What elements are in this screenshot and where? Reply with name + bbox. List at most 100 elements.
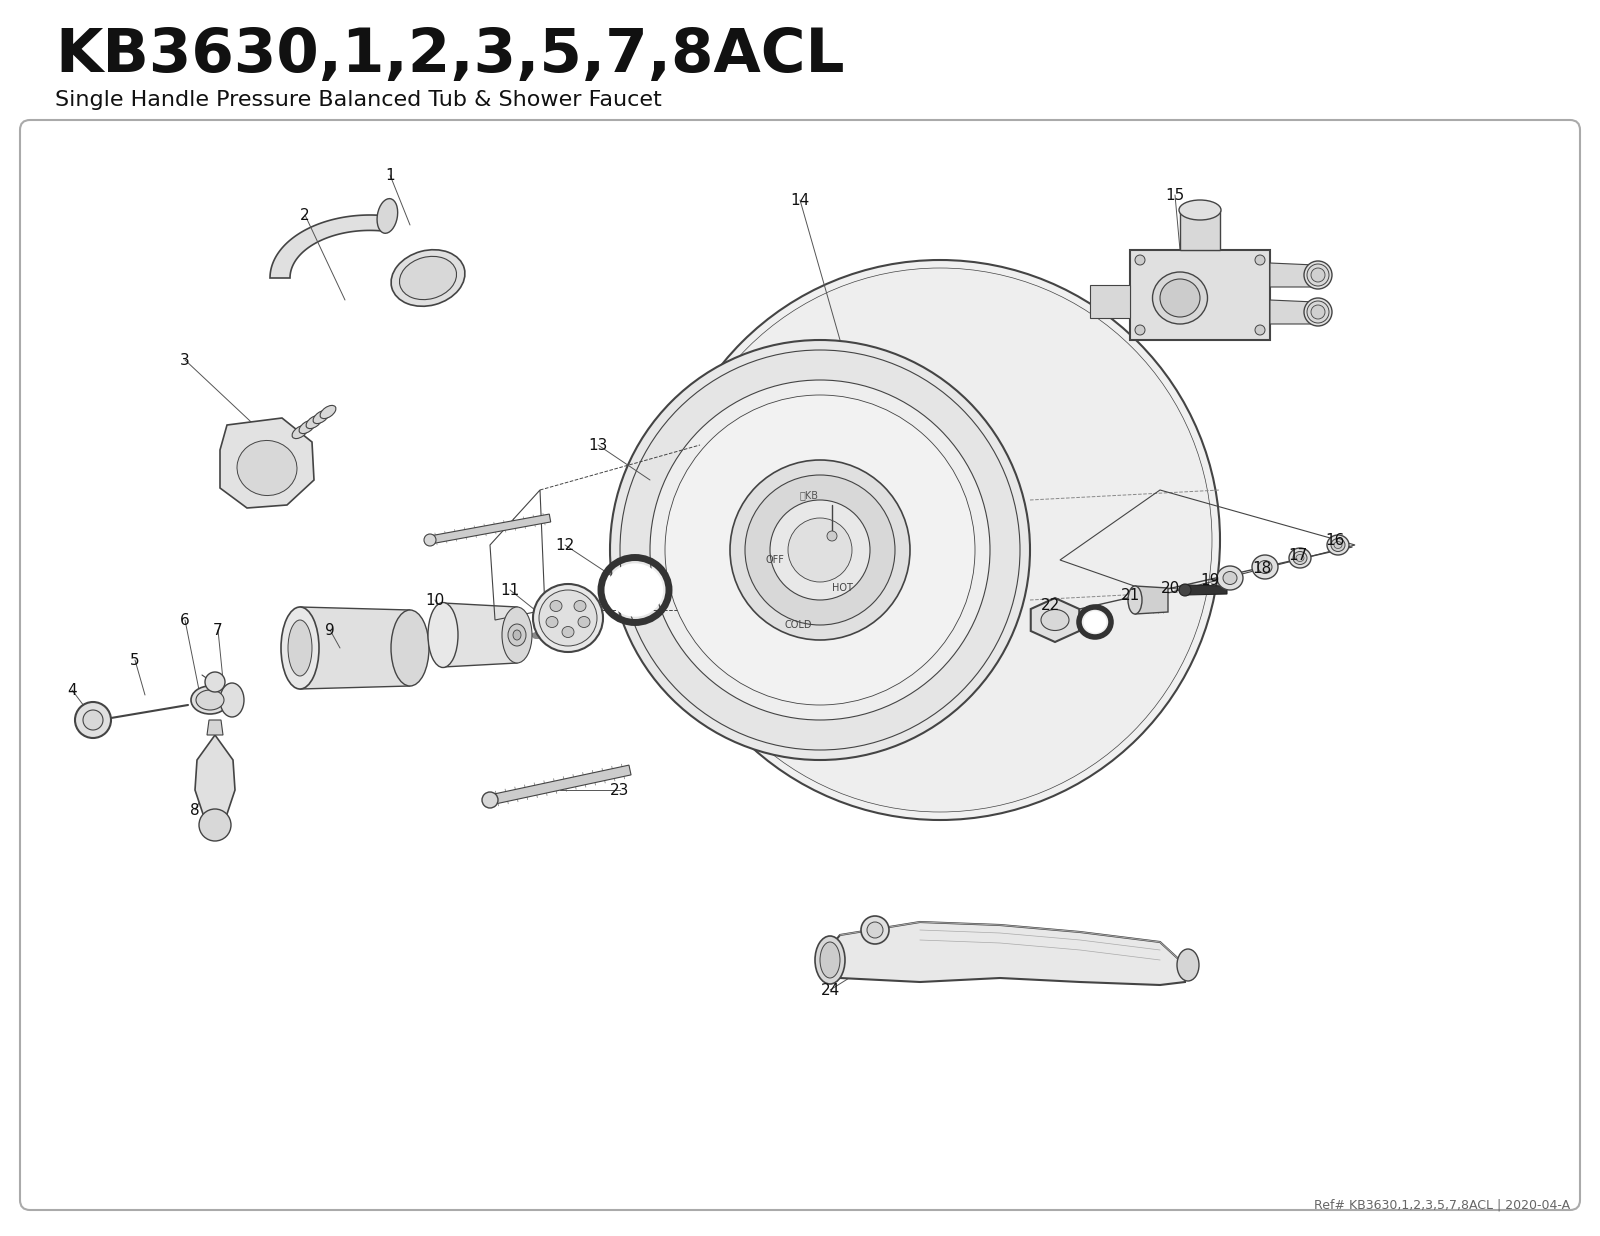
- Ellipse shape: [1160, 279, 1200, 316]
- Circle shape: [661, 260, 1221, 819]
- Ellipse shape: [1218, 566, 1243, 590]
- Text: KB3630,1,2,3,5,7,8ACL: KB3630,1,2,3,5,7,8ACL: [54, 26, 845, 84]
- Ellipse shape: [514, 630, 522, 640]
- Ellipse shape: [1304, 298, 1331, 326]
- Polygon shape: [221, 418, 314, 508]
- Text: OFF: OFF: [765, 555, 784, 565]
- Text: 2: 2: [301, 208, 310, 222]
- Ellipse shape: [1222, 571, 1237, 585]
- Polygon shape: [1134, 586, 1168, 614]
- Text: 22: 22: [1040, 597, 1059, 613]
- Text: ⓀKB: ⓀKB: [800, 489, 819, 501]
- Ellipse shape: [237, 440, 298, 496]
- Circle shape: [1254, 325, 1266, 335]
- Circle shape: [787, 518, 853, 582]
- Circle shape: [424, 534, 437, 546]
- Ellipse shape: [539, 590, 597, 646]
- Circle shape: [205, 672, 226, 692]
- Ellipse shape: [390, 611, 429, 686]
- Circle shape: [1179, 583, 1190, 596]
- Circle shape: [746, 475, 894, 625]
- Ellipse shape: [1179, 200, 1221, 220]
- Ellipse shape: [1152, 272, 1208, 324]
- Text: 3: 3: [181, 352, 190, 367]
- Ellipse shape: [314, 410, 330, 424]
- Ellipse shape: [190, 686, 229, 714]
- Text: 17: 17: [1288, 548, 1307, 562]
- Ellipse shape: [1334, 541, 1342, 549]
- Polygon shape: [1130, 250, 1270, 340]
- Circle shape: [770, 501, 870, 599]
- Ellipse shape: [288, 620, 312, 676]
- Polygon shape: [1270, 300, 1315, 324]
- Ellipse shape: [1085, 613, 1106, 632]
- Ellipse shape: [578, 617, 590, 628]
- Circle shape: [1134, 325, 1146, 335]
- Ellipse shape: [1307, 265, 1330, 286]
- Ellipse shape: [1251, 555, 1278, 578]
- Circle shape: [669, 268, 1213, 812]
- Text: 15: 15: [1165, 188, 1184, 203]
- Polygon shape: [1186, 585, 1227, 595]
- Ellipse shape: [502, 607, 533, 662]
- Ellipse shape: [306, 415, 322, 429]
- Ellipse shape: [1331, 539, 1346, 551]
- Text: 12: 12: [555, 538, 574, 552]
- Polygon shape: [490, 765, 630, 805]
- Text: 4: 4: [67, 682, 77, 697]
- Ellipse shape: [1304, 261, 1331, 289]
- Text: 23: 23: [610, 782, 630, 797]
- Text: COLD: COLD: [784, 620, 811, 630]
- Ellipse shape: [550, 601, 562, 612]
- Text: HOT: HOT: [832, 583, 853, 593]
- Ellipse shape: [1128, 586, 1142, 614]
- Text: 8: 8: [190, 802, 200, 817]
- Ellipse shape: [282, 607, 318, 688]
- Text: 5: 5: [130, 653, 139, 667]
- Text: Single Handle Pressure Balanced Tub & Shower Faucet: Single Handle Pressure Balanced Tub & Sh…: [54, 90, 662, 110]
- Text: 13: 13: [589, 438, 608, 452]
- Polygon shape: [443, 603, 517, 667]
- Polygon shape: [1030, 598, 1080, 641]
- Ellipse shape: [1290, 548, 1310, 569]
- FancyBboxPatch shape: [21, 120, 1581, 1210]
- Ellipse shape: [1310, 305, 1325, 319]
- Circle shape: [75, 702, 110, 738]
- Polygon shape: [1181, 210, 1221, 250]
- Ellipse shape: [197, 690, 224, 709]
- Circle shape: [83, 709, 102, 730]
- Ellipse shape: [533, 583, 603, 653]
- Ellipse shape: [1178, 949, 1198, 981]
- Circle shape: [1254, 255, 1266, 265]
- Text: 11: 11: [501, 582, 520, 597]
- Text: 18: 18: [1253, 560, 1272, 576]
- Ellipse shape: [562, 627, 574, 638]
- Ellipse shape: [1307, 302, 1330, 323]
- Text: 21: 21: [1120, 587, 1139, 602]
- Circle shape: [482, 792, 498, 808]
- Ellipse shape: [390, 250, 466, 307]
- Ellipse shape: [429, 602, 458, 667]
- Text: 19: 19: [1200, 572, 1219, 587]
- Circle shape: [650, 379, 990, 721]
- Circle shape: [827, 531, 837, 541]
- Polygon shape: [429, 514, 550, 544]
- Ellipse shape: [378, 199, 398, 234]
- Ellipse shape: [1326, 535, 1349, 555]
- Text: 14: 14: [790, 193, 810, 208]
- Text: 6: 6: [181, 613, 190, 628]
- Ellipse shape: [1042, 609, 1069, 630]
- Circle shape: [861, 916, 890, 944]
- Ellipse shape: [608, 564, 662, 616]
- Polygon shape: [206, 721, 222, 735]
- Text: 7: 7: [213, 623, 222, 638]
- Ellipse shape: [1293, 551, 1307, 565]
- Circle shape: [621, 350, 1021, 750]
- Polygon shape: [1090, 286, 1130, 318]
- Polygon shape: [270, 215, 387, 278]
- Circle shape: [1134, 255, 1146, 265]
- Ellipse shape: [546, 617, 558, 628]
- Circle shape: [730, 460, 910, 640]
- Polygon shape: [821, 922, 1186, 985]
- Ellipse shape: [1296, 555, 1304, 561]
